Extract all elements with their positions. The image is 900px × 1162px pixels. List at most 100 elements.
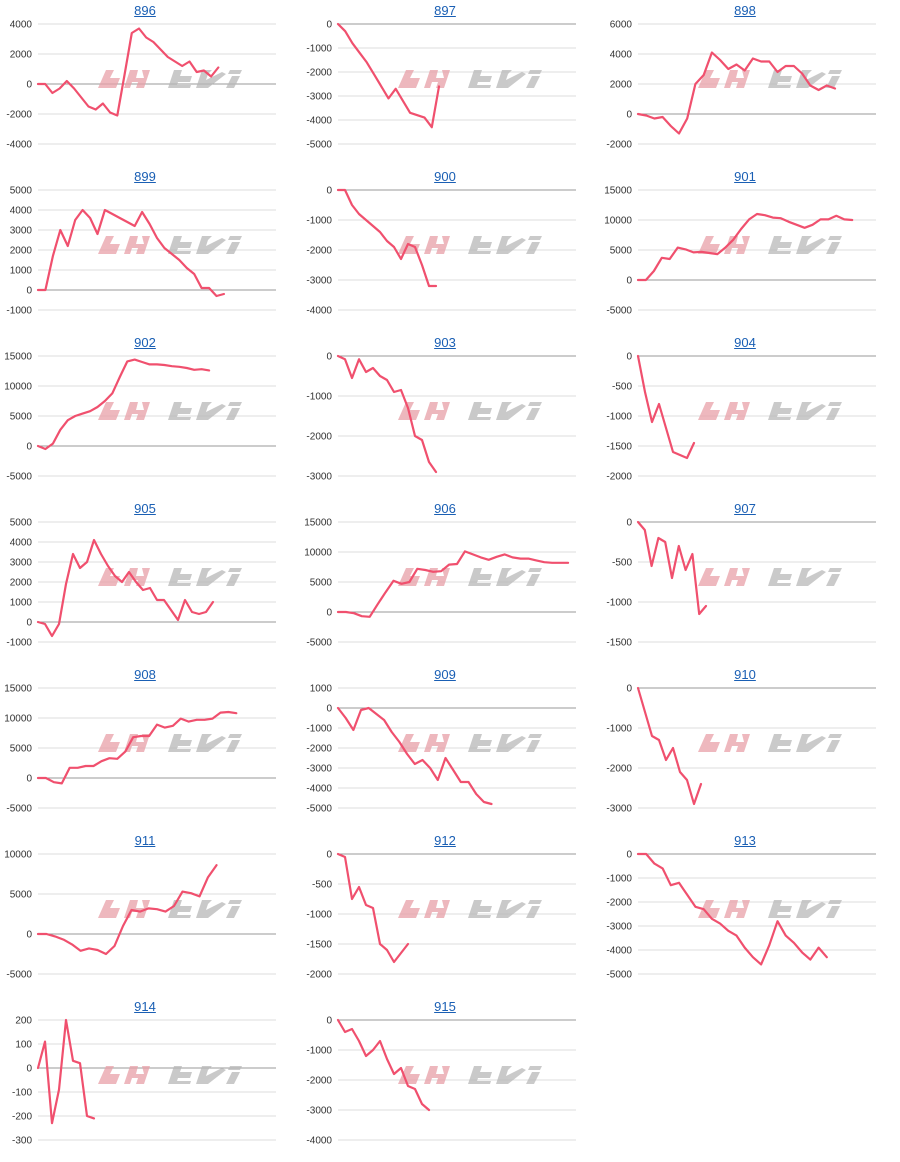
y-tick-label: -1000 [606,874,632,885]
line-chart: 0 -1000 -2000 -3000 -4000 -5000 [306,20,576,151]
y-tick-label: 5000 [10,412,33,423]
y-tick-label: 10000 [4,850,32,861]
y-tick-label: -1000 [306,44,332,55]
y-tick-label: -5000 [6,804,32,815]
watermark-logo [98,402,242,420]
line-chart: 0 -500 -1000 -1500 -2000 [606,352,876,483]
series-line [336,188,438,288]
y-tick-label: -3000 [306,764,332,775]
series-line [336,706,493,806]
y-tick-label: 3000 [10,226,33,237]
watermark-glyph [98,734,150,752]
y-tick-label: -4000 [606,946,632,957]
chart-title-link[interactable]: 899 [134,169,156,184]
chart-title-link[interactable]: 911 [134,833,156,848]
watermark-glyph [398,70,450,88]
watermark-glyph [468,734,542,752]
y-tick-label: 15000 [304,518,332,529]
y-tick-label: 0 [326,352,332,363]
series-line [636,51,837,135]
y-tick-label: -4000 [306,306,332,317]
y-tick-label: -1000 [306,216,332,227]
y-tick-label: -1000 [306,1046,332,1057]
chart-title-link[interactable]: 906 [434,501,456,516]
watermark-glyph [168,734,242,752]
y-tick-label: -300 [12,1136,32,1147]
chart-panel: 15000 10000 5000 0 -5000 908 [0,664,290,830]
watermark-glyph [698,734,750,752]
chart-title-link[interactable]: 914 [134,999,156,1014]
chart-panel: 0 -1000 -2000 -3000 910 [600,664,890,830]
chart-title-link[interactable]: 910 [734,667,756,682]
line-chart: 6000 4000 2000 0 -2000 [606,20,876,151]
series-line [36,864,218,956]
y-tick-label: 3000 [10,558,33,569]
watermark-glyph [468,900,542,918]
y-tick-label: -3000 [606,804,632,815]
chart-title-link[interactable]: 909 [434,667,456,682]
y-tick-label: 5000 [310,578,333,589]
chart-title-link[interactable]: 904 [734,335,756,350]
chart-title-link[interactable]: 903 [434,335,456,350]
y-tick-label: -3000 [306,276,332,287]
y-tick-label: -2000 [606,764,632,775]
y-tick-label: 5000 [10,890,33,901]
y-tick-label: 15000 [4,352,32,363]
y-tick-label: -5000 [606,970,632,981]
y-tick-label: -500 [312,880,332,891]
watermark-logo [98,1066,242,1084]
chart-title-link[interactable]: 900 [434,169,456,184]
watermark-glyph [168,900,242,918]
chart-panel: 0 -500 -1000 -1500 907 [600,498,890,664]
watermark-glyph [168,70,242,88]
y-tick-label: -100 [12,1088,32,1099]
watermark-logo [698,236,842,254]
y-tick-label: 4000 [610,50,633,61]
y-tick-label: -5000 [6,970,32,981]
y-tick-label: 1000 [10,598,33,609]
chart-title-link[interactable]: 907 [734,501,756,516]
chart-title-link[interactable]: 908 [134,667,156,682]
y-tick-label: 15000 [4,684,32,695]
y-tick-label: -200 [12,1112,32,1123]
chart-title-link[interactable]: 897 [434,3,456,18]
chart-title-link[interactable]: 902 [134,335,156,350]
chart-title-link[interactable]: 915 [434,999,456,1014]
y-tick-label: 0 [626,518,632,529]
y-tick-label: -5000 [6,472,32,483]
y-tick-label: -2000 [606,898,632,909]
watermark-logo [698,568,842,586]
line-chart: 0 -500 -1000 -1500 [606,518,876,649]
series-line [636,852,828,966]
y-tick-label: 4000 [10,206,33,217]
y-tick-label: 1000 [10,266,33,277]
y-tick-label: -4000 [306,116,332,127]
y-tick-label: 5000 [610,246,633,257]
y-tick-label: 0 [326,608,332,619]
series-line [636,686,703,806]
y-tick-label: 2000 [10,578,33,589]
chart-title-link[interactable]: 901 [734,169,756,184]
chart-panel: 6000 4000 2000 0 -2000 898 [600,0,890,166]
chart-title-link[interactable]: 912 [434,833,456,848]
chart-title-link[interactable]: 913 [734,833,756,848]
y-tick-label: 0 [326,20,332,31]
series-line [36,710,238,785]
line-chart: 0 -1000 -2000 -3000 [606,684,876,815]
y-tick-label: -1000 [6,638,32,649]
y-tick-label: -1500 [606,442,632,453]
y-tick-label: 4000 [10,538,33,549]
watermark-glyph [98,236,150,254]
y-tick-label: 0 [26,618,32,629]
y-tick-label: -1000 [606,412,632,423]
chart-panel: 0 -1000 -2000 -3000 -4000 915 [300,996,590,1162]
chart-title-link[interactable]: 896 [134,3,156,18]
y-tick-label: -2000 [6,110,32,121]
chart-title-link[interactable]: 898 [734,3,756,18]
y-tick-label: 0 [26,1064,32,1075]
watermark-glyph [768,734,842,752]
y-tick-label: 0 [326,1016,332,1027]
watermark-logo [698,402,842,420]
series-line [636,354,696,460]
chart-title-link[interactable]: 905 [134,501,156,516]
